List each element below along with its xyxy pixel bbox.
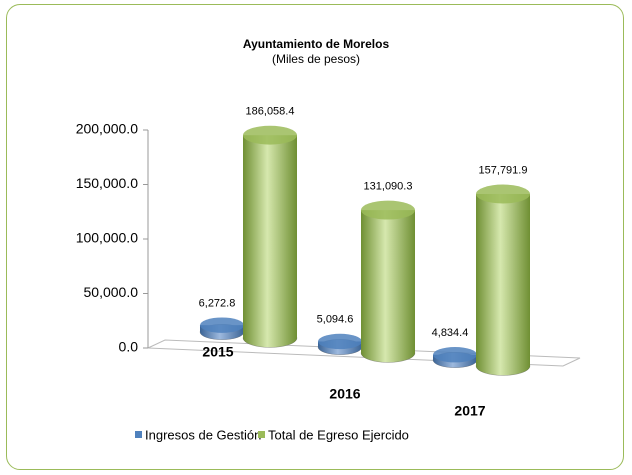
legend-swatch [258, 431, 265, 438]
y-tick-label: 100,000.0 [76, 230, 138, 246]
chart-frame [6, 4, 624, 470]
bar-top [476, 184, 530, 204]
value-label: 131,090.3 [364, 181, 413, 193]
y-tick-label: 200,000.0 [76, 121, 138, 137]
bar [476, 194, 530, 366]
legend-swatch [135, 431, 142, 438]
bar-top [243, 125, 297, 145]
legend-label: Ingresos de Gestión [145, 427, 261, 442]
bar-top [200, 317, 244, 333]
chart-subtitle: (Miles de pesos) [272, 52, 360, 66]
value-label: 4,834.4 [432, 327, 469, 339]
x-tick-label: 2015 [202, 344, 233, 360]
y-tick-label: 0.0 [119, 339, 139, 355]
x-tick-label: 2016 [329, 386, 360, 402]
value-label: 5,094.6 [317, 314, 354, 326]
legend-label: Total de Egreso Ejercido [268, 427, 409, 442]
bar-top [318, 333, 362, 350]
chart-title: Ayuntamiento de Morelos [243, 37, 390, 51]
bar-top [361, 200, 415, 220]
bar-top [433, 347, 477, 363]
bar [243, 135, 297, 338]
floor [147, 339, 581, 367]
y-tick-label: 50,000.0 [84, 284, 139, 300]
value-label: 157,791.9 [479, 164, 528, 176]
value-label: 186,058.4 [246, 106, 295, 118]
bar [361, 210, 415, 353]
value-label: 6,272.8 [199, 297, 236, 309]
y-tick-label: 150,000.0 [76, 175, 138, 191]
x-tick-label: 2017 [454, 403, 485, 419]
